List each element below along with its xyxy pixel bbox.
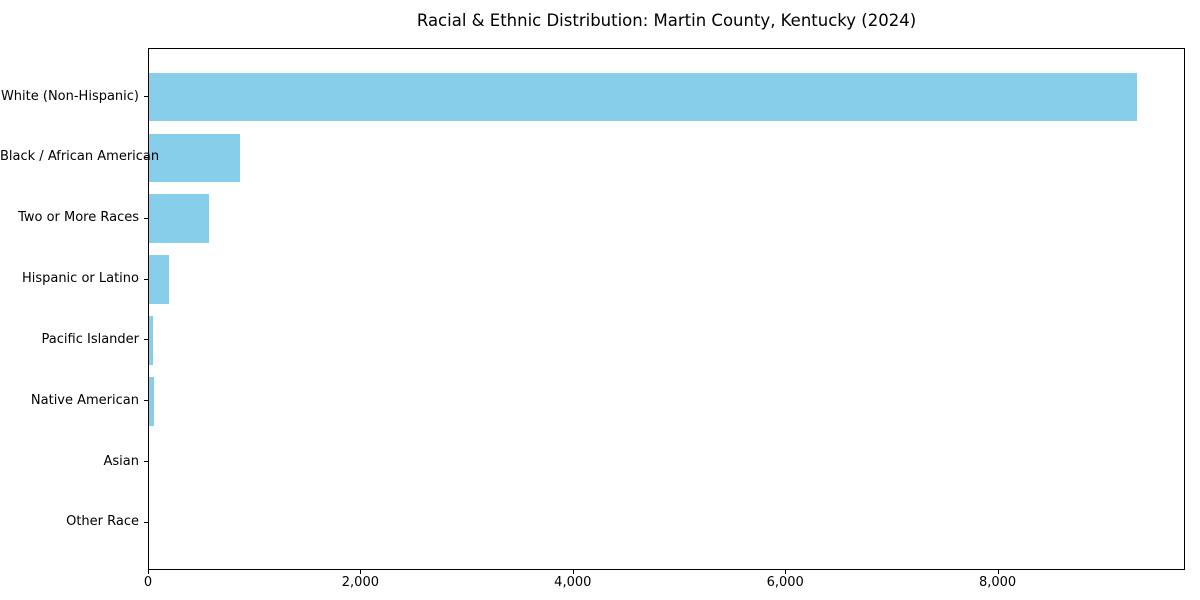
y-tick-mark — [144, 217, 148, 219]
bar-two-or-more-races — [149, 194, 209, 244]
y-tick-mark — [144, 96, 148, 98]
bar-pacific-islander — [149, 316, 154, 365]
plot-area — [148, 48, 1185, 570]
bar-hispanic-or-latino — [149, 255, 170, 304]
y-tick-label-other-race: Other Race — [66, 514, 139, 530]
y-tick-label-black-african-american: Black / African American — [0, 149, 160, 165]
y-tick-mark — [144, 278, 148, 280]
x-tick-mark — [360, 570, 362, 574]
x-tick-mark — [148, 570, 149, 574]
x-tick-label-8000: 8,000 — [978, 575, 1017, 590]
bar-native-american — [149, 376, 155, 426]
x-tick-label-4000: 4,000 — [554, 575, 592, 590]
bar-black-african-american — [149, 133, 240, 183]
bar-white-non-hispanic — [149, 72, 1137, 122]
y-tick-label-hispanic-or-latino: Hispanic or Latino — [21, 271, 139, 287]
y-tick-mark — [144, 521, 148, 523]
y-tick-label-native-american: Native American — [30, 392, 139, 408]
y-tick-label-pacific-islander: Pacific Islander — [41, 331, 139, 347]
y-tick-mark — [144, 339, 148, 341]
x-tick-mark — [572, 570, 574, 574]
x-tick-mark — [997, 570, 999, 574]
y-tick-mark — [144, 156, 148, 158]
x-tick-label-2000: 2,000 — [341, 575, 379, 590]
y-tick-mark — [144, 461, 148, 463]
y-tick-label-asian: Asian — [103, 453, 139, 469]
y-tick-label-white-non-hispanic: White (Non-Hispanic) — [0, 88, 139, 104]
x-tick-label-0: 0 — [143, 575, 153, 590]
x-tick-mark — [785, 570, 787, 574]
y-tick-label-two-or-more-races: Two or More Races — [18, 210, 139, 226]
x-tick-label-6000: 6,000 — [766, 575, 804, 590]
y-tick-mark — [144, 400, 148, 402]
chart-title: Racial & Ethnic Distribution: Martin Cou… — [416, 11, 917, 30]
